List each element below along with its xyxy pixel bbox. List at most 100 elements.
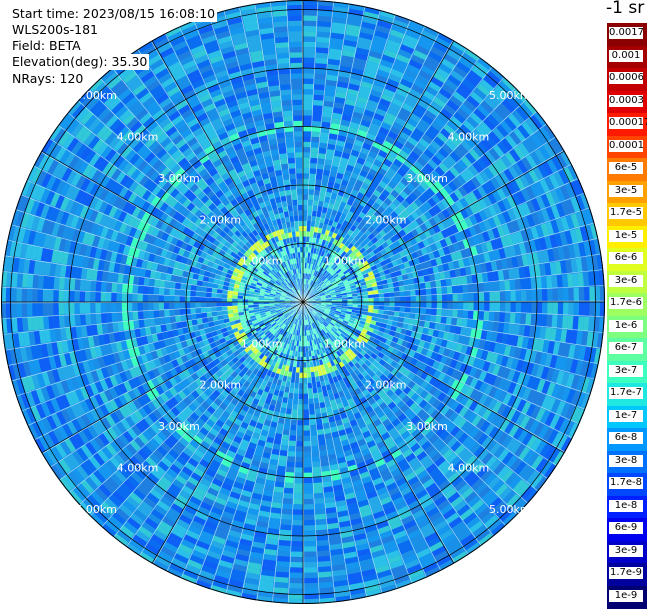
ray-gate	[293, 499, 303, 505]
ray-gate	[292, 531, 304, 537]
ray-gate	[303, 378, 307, 383]
ray-gate	[320, 137, 329, 143]
ray-gate	[303, 389, 308, 394]
ray-gate	[312, 456, 320, 462]
ray-gate	[411, 302, 416, 308]
ray-gate	[379, 298, 384, 302]
ray-gate	[315, 408, 321, 414]
ray-gate	[312, 461, 320, 467]
ray-gate	[321, 466, 330, 472]
ray-gate	[303, 179, 309, 184]
ray-gate	[293, 509, 304, 515]
ray-gate	[468, 311, 474, 320]
ray-gate	[311, 147, 319, 153]
ray-gate	[484, 292, 490, 301]
ray-gate	[468, 284, 474, 293]
ray-gate	[303, 226, 307, 231]
ray-gate	[295, 452, 303, 457]
ray-gate	[313, 393, 318, 399]
ray-gate	[303, 210, 308, 215]
ray-gate	[315, 514, 326, 520]
ray-gate	[432, 295, 438, 302]
ray-gate	[308, 195, 314, 201]
ray-gate	[579, 287, 585, 301]
ray-gate	[304, 457, 312, 463]
ray-gate	[531, 290, 537, 302]
ray-gate	[304, 567, 317, 573]
ray-gate	[319, 450, 327, 456]
ray-gate	[299, 389, 304, 394]
ray-gate	[520, 279, 526, 290]
ray-gate	[411, 296, 416, 302]
ray-gate	[421, 302, 426, 308]
ray-gate	[373, 294, 379, 298]
ray-gate	[458, 302, 464, 310]
ray-gate	[291, 420, 297, 426]
ray-gate	[304, 530, 316, 536]
ray-gate	[303, 152, 310, 158]
ray-gate	[457, 310, 463, 318]
ray-gate	[316, 42, 329, 48]
ray-gate	[310, 163, 317, 169]
ray-gate	[374, 302, 379, 306]
ray-gate	[283, 424, 290, 430]
ray-gate	[542, 302, 548, 314]
ray-gate	[483, 312, 489, 321]
ray-gate	[546, 276, 552, 289]
ray-gate	[461, 276, 467, 285]
ray-gate	[463, 302, 469, 310]
ray-gate	[510, 302, 516, 313]
ray-gate	[304, 494, 314, 500]
ray-gate	[314, 498, 324, 504]
ray-gate	[317, 37, 330, 43]
ray-gate	[317, 556, 330, 562]
ray-gate	[394, 292, 400, 297]
ray-gate	[416, 296, 421, 302]
ray-gate	[435, 316, 441, 323]
ray-gate	[303, 158, 310, 163]
ray-gate	[314, 79, 325, 85]
ray-gate	[553, 302, 559, 315]
ray-gate	[541, 276, 547, 288]
ray-gate	[317, 169, 324, 175]
ray-gate	[308, 200, 313, 206]
ray-gate	[510, 280, 516, 291]
ray-gate	[293, 504, 303, 510]
ray-gate	[441, 279, 447, 287]
ray-gate	[289, 583, 303, 589]
ray-gate	[395, 297, 400, 302]
ray-gate	[276, 561, 289, 567]
ray-gate	[532, 302, 538, 314]
ray-gate	[303, 194, 308, 199]
ray-gate	[287, 456, 295, 462]
ray-gate	[303, 383, 307, 388]
ray-gate	[317, 550, 330, 556]
ray-gate	[353, 299, 358, 302]
ray-gate	[298, 394, 303, 399]
ray-gate	[303, 205, 308, 210]
ray-gate	[304, 520, 315, 526]
ray-gate	[553, 289, 559, 302]
ray-gate	[303, 173, 309, 178]
ray-gate	[318, 440, 326, 446]
ray-gate	[316, 58, 328, 64]
ray-gate	[309, 189, 315, 195]
ray-gate	[557, 315, 563, 328]
ray-gate	[288, 446, 296, 452]
ray-gate	[516, 291, 522, 302]
ray-gate	[317, 32, 331, 38]
ray-gate	[317, 561, 330, 567]
ray-gate	[315, 179, 322, 185]
ray-gate	[312, 467, 321, 473]
ray-gate	[303, 42, 316, 48]
ray-gate	[313, 488, 323, 494]
ray-gate	[299, 373, 303, 378]
ray-gate	[400, 307, 406, 312]
ray-gate	[311, 142, 319, 148]
ray-gate	[303, 436, 310, 441]
ray-gate	[303, 36, 316, 42]
ray-gate	[525, 314, 531, 326]
ray-gate	[568, 302, 574, 315]
ray-gate	[584, 287, 590, 301]
